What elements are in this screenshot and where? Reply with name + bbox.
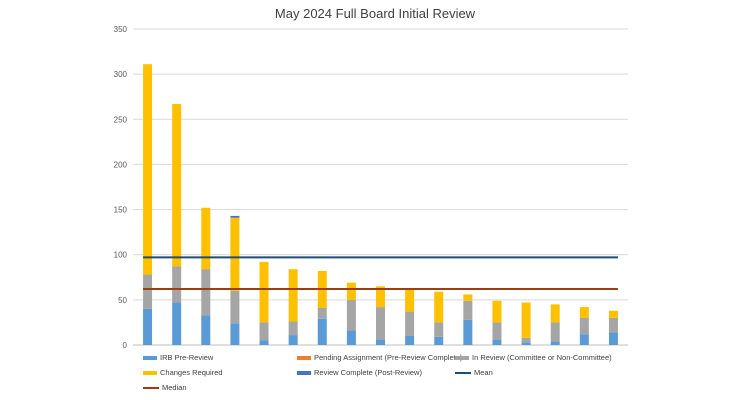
legend-swatch — [143, 355, 157, 360]
legend-label: In Review (Committee or Non-Committee) — [472, 353, 612, 362]
bar-segment-changes-required — [492, 300, 502, 323]
bar-segment-changes-required — [288, 269, 298, 322]
y-tick-label: 100 — [114, 251, 128, 260]
bar-segment-in-review-committee-or-non-committee — [201, 269, 211, 316]
legend-label: Pending Assignment (Pre-Review Complete) — [314, 353, 463, 362]
bar-segment-changes-required — [376, 286, 385, 308]
bar-segment-changes-required — [346, 282, 356, 300]
legend-label: Mean — [474, 368, 493, 377]
legend-item-in-review: In Review (Committee or Non-Committee) — [455, 353, 612, 362]
bar-segment-in-review-committee-or-non-committee — [346, 299, 356, 331]
y-tick-label: 150 — [114, 206, 128, 215]
bar-segment-irb-pre-review — [405, 335, 415, 345]
y-tick-label: 300 — [114, 70, 128, 79]
legend-label: Median — [162, 383, 187, 392]
bar-segment-review-complete-post-review — [230, 215, 240, 218]
bar-segment-in-review-committee-or-non-committee — [550, 322, 560, 342]
bar-segment-in-review-committee-or-non-committee — [608, 317, 618, 333]
legend-item-mean: Mean — [455, 368, 493, 377]
bar-segment-changes-required — [579, 307, 589, 318]
bar-segment-in-review-committee-or-non-committee — [259, 322, 269, 341]
bar-segment-in-review-committee-or-non-committee — [434, 322, 444, 337]
bar-segment-in-review-committee-or-non-committee — [288, 321, 298, 336]
bar-segment-irb-pre-review — [172, 302, 182, 345]
legend-swatch — [297, 355, 311, 360]
chart-title: May 2024 Full Board Initial Review — [274, 6, 476, 21]
bar-segment-irb-pre-review — [346, 330, 356, 345]
bar-segment-changes-required — [463, 294, 473, 301]
bar-segment-irb-pre-review — [492, 339, 502, 345]
bar-segment-changes-required — [230, 217, 240, 291]
bar-segment-irb-pre-review — [463, 319, 473, 345]
legend-swatch — [143, 386, 159, 389]
legend-item-review-complete: Review Complete (Post-Review) — [297, 368, 422, 377]
bar-segment-in-review-committee-or-non-committee — [172, 266, 182, 303]
legend-item-pending-assignment: Pending Assignment (Pre-Review Complete) — [297, 353, 462, 362]
legend-label: Review Complete (Post-Review) — [314, 368, 422, 377]
bar-segment-in-review-committee-or-non-committee — [579, 317, 589, 335]
bar-segment-irb-pre-review — [259, 340, 269, 345]
y-tick-label: 350 — [114, 25, 128, 34]
legend-swatch — [143, 370, 157, 375]
legend-item-changes-required: Changes Required — [143, 368, 223, 377]
legend-label: Changes Required — [160, 368, 223, 377]
bar-segment-irb-pre-review — [550, 341, 560, 345]
bar-segment-irb-pre-review — [230, 323, 240, 345]
bar-segment-in-review-committee-or-non-committee — [230, 290, 240, 324]
bar-segment-irb-pre-review — [434, 336, 444, 345]
bar-segment-changes-required — [259, 261, 269, 323]
bar-segment-irb-pre-review — [201, 315, 211, 345]
bar-segment-changes-required — [143, 64, 153, 275]
legend-item-irb-pre-review: IRB Pre-Review — [143, 353, 213, 362]
bar-segment-in-review-committee-or-non-committee — [317, 307, 327, 319]
legend-swatch — [455, 371, 471, 374]
bar-segment-in-review-committee-or-non-committee — [376, 307, 385, 340]
bar-segment-in-review-committee-or-non-committee — [463, 300, 473, 320]
bar-segment-changes-required — [405, 289, 415, 312]
bar-segment-changes-required — [521, 302, 531, 338]
bar-segment-in-review-committee-or-non-committee — [405, 311, 415, 336]
y-tick-label: 50 — [118, 296, 127, 305]
y-tick-label: 0 — [123, 341, 128, 350]
bar-segment-in-review-committee-or-non-committee — [143, 274, 153, 309]
bar-segment-in-review-committee-or-non-committee — [492, 322, 502, 340]
bar-segment-changes-required — [608, 310, 618, 318]
legend-swatch — [455, 355, 469, 360]
legend-item-median: Median — [143, 383, 187, 392]
bar-segment-irb-pre-review — [521, 342, 531, 345]
bar-segment-changes-required — [172, 103, 182, 267]
bar-segment-irb-pre-review — [317, 318, 327, 345]
bar-segment-changes-required — [550, 304, 560, 323]
y-tick-label: 250 — [114, 115, 128, 124]
bar-segment-irb-pre-review — [608, 332, 618, 345]
legend-label: IRB Pre-Review — [160, 353, 214, 362]
y-tick-label: 200 — [114, 160, 128, 169]
bar-segment-changes-required — [434, 291, 444, 323]
bar-segment-changes-required — [201, 207, 211, 270]
bar-segment-irb-pre-review — [143, 308, 153, 345]
bar-segment-in-review-committee-or-non-committee — [521, 337, 531, 343]
bar-segment-irb-pre-review — [579, 334, 589, 345]
bar-segment-irb-pre-review — [376, 339, 385, 345]
bar-segment-irb-pre-review — [288, 335, 298, 345]
legend-swatch — [297, 370, 311, 375]
